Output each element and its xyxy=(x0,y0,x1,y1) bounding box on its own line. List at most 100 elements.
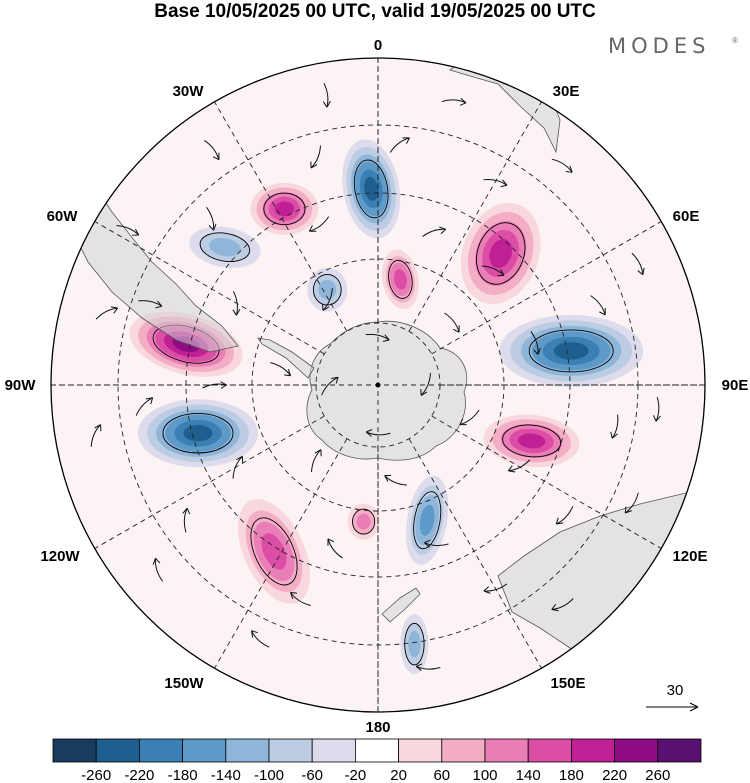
wind-vector-shaft xyxy=(204,139,220,160)
wind-vector-shaft xyxy=(481,265,505,276)
wind-vector xyxy=(138,300,163,309)
contour-line xyxy=(404,622,425,666)
wind-vector-head xyxy=(653,415,661,422)
wind-vector-head xyxy=(459,418,467,426)
wind-vector xyxy=(116,225,140,236)
wind-vector-shaft xyxy=(631,252,644,275)
wind-vector-shaft xyxy=(322,288,333,311)
contour-line xyxy=(413,491,442,550)
wind-vector-shaft xyxy=(202,383,227,389)
wind-vector-head xyxy=(290,591,298,600)
wind-vector-shaft xyxy=(90,424,101,447)
wind-vector-head xyxy=(322,100,331,108)
colorbar-bin xyxy=(398,738,443,763)
wind-vector-head xyxy=(551,604,559,612)
colorbar-bin xyxy=(657,738,702,763)
wind-vector-head xyxy=(424,539,431,548)
wind-vector xyxy=(327,538,343,559)
colorbar: -260 -220 -180 -140 -100 -60 -20 20 60 100 140 180 2… xyxy=(52,738,702,783)
wind-vector xyxy=(290,591,311,607)
wind-vector-shaft xyxy=(551,598,574,611)
wind-vector xyxy=(206,206,217,231)
wind-vector xyxy=(555,506,574,525)
wind-vector-shaft xyxy=(232,455,243,479)
colorbar-tick-label: 100 xyxy=(472,767,497,783)
anomaly-positive xyxy=(483,414,580,468)
wind-vector-shaft xyxy=(135,397,153,416)
wind-vector xyxy=(202,381,227,389)
wind-vector-head xyxy=(208,223,217,231)
wind-vector xyxy=(310,145,322,169)
contour-line xyxy=(199,232,251,263)
colorbar-tick-label: -140 xyxy=(211,767,241,783)
wind-vector-head xyxy=(382,334,390,342)
wind-vector-shaft xyxy=(611,414,619,439)
anomaly-positive xyxy=(250,182,319,235)
wind-vector-head xyxy=(322,303,330,311)
colorbar-tick-label: -260 xyxy=(81,767,111,783)
wind-vector xyxy=(250,630,270,648)
antarctic-peninsula-land xyxy=(257,337,315,379)
lon-label-0: 0 xyxy=(374,37,382,54)
colorbar-bin xyxy=(182,738,227,763)
reference-vector: 30 xyxy=(646,682,699,712)
anomaly-negative xyxy=(189,226,261,268)
wind-vector-shaft xyxy=(323,82,329,108)
wind-vector-head xyxy=(152,557,161,565)
anomaly-contour-fill xyxy=(419,504,435,536)
wind-vector-head xyxy=(610,431,618,439)
wind-vector-shaft xyxy=(483,179,508,186)
wind-vector xyxy=(610,414,619,439)
anomaly-negative xyxy=(342,139,401,239)
wind-vector xyxy=(182,507,191,533)
lon-label-90e: 90E xyxy=(722,377,749,394)
colorbar-tick-label: -60 xyxy=(301,767,323,783)
wind-vector xyxy=(308,216,330,232)
wind-vector-head xyxy=(565,165,573,173)
wind-vector-head xyxy=(308,225,317,232)
wind-vector-shaft xyxy=(508,459,531,472)
map-border xyxy=(50,57,706,713)
wind-vector xyxy=(483,179,508,188)
modes-logo: MODES xyxy=(608,34,711,58)
colorbar-bin xyxy=(52,738,97,763)
wind-vector xyxy=(551,598,574,612)
anomaly-contour-fill xyxy=(209,238,241,257)
wind-vector-shaft xyxy=(116,225,140,236)
wind-vector-shaft xyxy=(551,158,573,173)
colorbar-tick-label: 60 xyxy=(433,767,450,783)
meridian-line xyxy=(214,101,348,332)
lon-label-30e: 30E xyxy=(553,83,580,100)
anomaly-positive xyxy=(237,499,311,604)
colorbar-bin xyxy=(441,738,486,763)
wind-vector-head xyxy=(220,381,227,389)
wind-vector-shaft xyxy=(441,99,467,104)
wind-vector-head xyxy=(500,179,508,188)
colorbar-tick-label: 140 xyxy=(516,767,541,783)
longitude-labels: 0 30E 60E 90E 120E 150E 180 150W 120W 90… xyxy=(5,37,749,736)
wind-vector-shaft xyxy=(206,206,215,231)
wind-vector-shaft xyxy=(530,331,539,355)
wind-vector-shaft xyxy=(365,333,390,341)
wind-vector-head xyxy=(155,300,163,309)
anomaly-contour-fill xyxy=(489,239,513,268)
wind-vector xyxy=(590,295,606,316)
contour-line xyxy=(250,517,298,586)
lon-label-150w: 150W xyxy=(164,675,204,692)
wind-vector xyxy=(424,539,449,548)
contour-line xyxy=(353,159,389,219)
contour-line xyxy=(352,508,376,535)
wind-vector-shaft xyxy=(422,228,446,237)
wind-vector-head xyxy=(182,507,191,515)
wind-vector-shaft xyxy=(309,216,330,232)
wind-vector-head xyxy=(497,269,505,277)
pole-marker xyxy=(375,382,381,388)
wind-vector-shaft xyxy=(290,592,311,607)
wind-vector-head xyxy=(439,226,447,235)
reference-vector-label: 30 xyxy=(667,682,684,699)
map-title: Base 10/05/2025 00 UTC, valid 19/05/2025… xyxy=(154,1,596,22)
anomaly-positive xyxy=(381,249,419,310)
meridian-line xyxy=(214,438,348,669)
colorbar-tick-label: 220 xyxy=(602,767,627,783)
wind-vector-shaft xyxy=(389,137,410,153)
